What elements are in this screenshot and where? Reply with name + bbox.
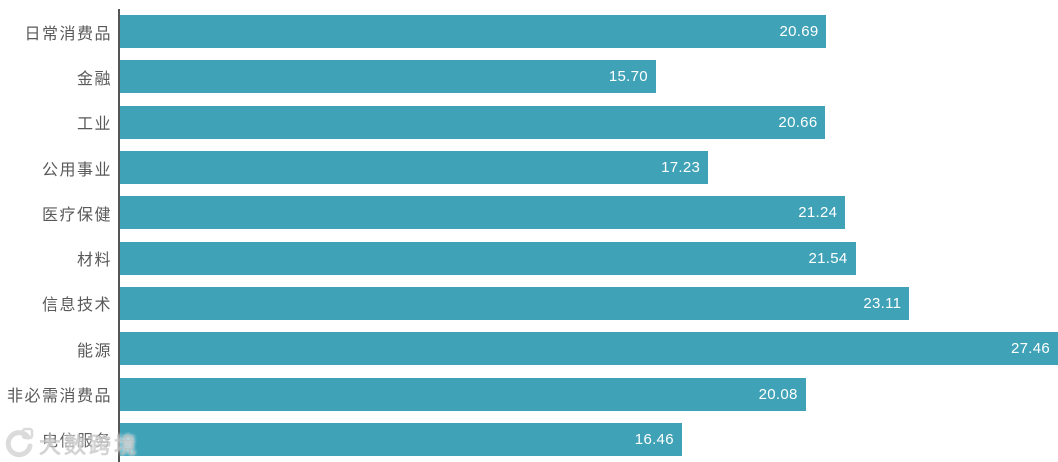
bar-row: 医疗保健 21.24 xyxy=(0,190,1058,235)
category-label: 公用事业 xyxy=(41,161,112,179)
value-label: 16.46 xyxy=(634,430,674,448)
bar-rows: 日常消费品 20.69 金融 15.70 工业 20.66 公用事业 17.23 医疗保健 21.… xyxy=(0,9,1058,462)
bar-row: 金融 15.70 xyxy=(0,54,1058,99)
bar-row: 电信服务 16.46 xyxy=(0,417,1058,462)
bar: 15.70 xyxy=(119,60,656,94)
value-label: 23.11 xyxy=(863,294,902,312)
category-label: 信息技术 xyxy=(41,297,112,315)
bar-row: 工业 20.66 xyxy=(0,100,1058,145)
bar: 21.24 xyxy=(119,196,846,230)
category-label: 日常消费品 xyxy=(24,25,112,43)
value-label: 20.66 xyxy=(778,113,818,131)
bar-row: 材料 21.54 xyxy=(0,235,1058,280)
bar: 20.66 xyxy=(119,105,826,139)
value-label: 15.70 xyxy=(608,68,648,86)
value-label: 20.08 xyxy=(758,385,798,403)
category-label: 金融 xyxy=(76,70,112,88)
bar: 20.08 xyxy=(119,377,806,411)
bar-track: 23.11 xyxy=(119,286,1058,320)
bar: 27.46 xyxy=(119,332,1058,366)
bar-track: 17.23 xyxy=(119,151,1058,185)
bar-row: 非必需消费品 20.08 xyxy=(0,371,1058,416)
bar-track: 15.70 xyxy=(119,60,1058,94)
value-label: 21.54 xyxy=(808,249,848,267)
bar-track: 16.46 xyxy=(119,422,1058,456)
category-label: 非必需消费品 xyxy=(6,388,112,406)
value-label: 20.69 xyxy=(779,23,819,41)
bar-row: 能源 27.46 xyxy=(0,326,1058,371)
bar-row: 日常消费品 20.69 xyxy=(0,9,1058,54)
category-axis-line xyxy=(117,9,120,462)
bar: 17.23 xyxy=(119,151,709,185)
bar-track: 20.08 xyxy=(119,377,1058,411)
bar-track: 27.46 xyxy=(119,332,1058,366)
bar: 20.69 xyxy=(119,15,827,49)
value-label: 27.46 xyxy=(1010,340,1050,358)
category-label: 工业 xyxy=(76,116,112,134)
category-label: 医疗保健 xyxy=(41,206,112,224)
bar: 21.54 xyxy=(119,241,856,275)
value-label: 17.23 xyxy=(661,159,701,177)
bar: 23.11 xyxy=(119,286,910,320)
value-label: 21.24 xyxy=(798,204,838,222)
bar-row: 公用事业 17.23 xyxy=(0,145,1058,190)
category-label: 能源 xyxy=(76,342,112,360)
bar-row: 信息技术 23.11 xyxy=(0,281,1058,326)
bar: 16.46 xyxy=(119,422,682,456)
category-label: 电信服务 xyxy=(41,433,112,451)
bar-track: 20.66 xyxy=(119,105,1058,139)
bar-track: 21.54 xyxy=(119,241,1058,275)
bar-track: 20.69 xyxy=(119,15,1058,49)
bar-track: 21.24 xyxy=(119,196,1058,230)
category-label: 材料 xyxy=(76,252,112,270)
